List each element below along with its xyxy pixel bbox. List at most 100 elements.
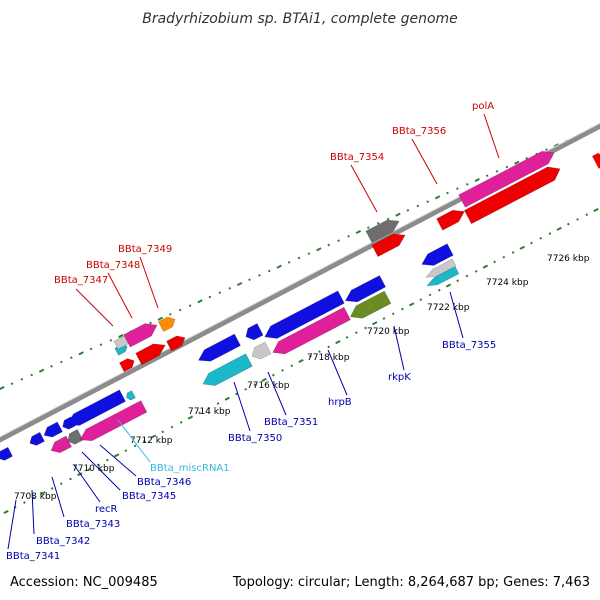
scale-tick: [434, 195, 441, 200]
scale-tick: [133, 444, 137, 448]
label-connector: [327, 349, 348, 396]
minus-feature-cyan[interactable]: [126, 390, 136, 401]
scale-tick: [556, 226, 562, 231]
label-bbta-7356[interactable]: BBta_7356: [392, 126, 446, 137]
minus-feature-blue[interactable]: [198, 333, 241, 362]
tick-label: 7712 kbp: [130, 436, 173, 446]
minus-feature-blue[interactable]: [29, 431, 45, 446]
plus-feature-red[interactable]: [135, 343, 166, 366]
label-rkpk[interactable]: rkpK: [388, 372, 411, 383]
scale-tick: [118, 333, 124, 339]
scale-tick: [208, 295, 212, 299]
scale-tick: [218, 291, 222, 295]
minus-feature-blue[interactable]: [0, 446, 13, 461]
scale-tick: [426, 200, 430, 204]
scale-tick: [465, 274, 469, 278]
scale-tick: [161, 430, 165, 434]
scale-tick: [281, 369, 284, 372]
scale-tick: [20, 377, 24, 381]
minus-feature-magenta[interactable]: [50, 435, 73, 454]
scale-tick: [495, 169, 499, 173]
scale-tick: [456, 279, 460, 283]
label-bbta-7354[interactable]: BBta_7354: [330, 152, 384, 163]
minus-feature-blue[interactable]: [421, 243, 454, 266]
scale-tick: [535, 152, 538, 156]
minus-feature-blue[interactable]: [43, 421, 63, 438]
scale-tick: [109, 338, 113, 342]
scale-tick: [10, 382, 14, 386]
plus-feature-red[interactable]: [119, 358, 135, 373]
scale-tick: [530, 241, 533, 245]
scale-tick: [0, 385, 5, 391]
scale-tick: [188, 304, 192, 308]
label-bbta-7347[interactable]: BBta_7347: [54, 275, 108, 286]
scale-tick: [386, 217, 390, 221]
label-bbta-7351[interactable]: BBta_7351: [264, 417, 318, 428]
plus-feature-red[interactable]: [371, 233, 406, 258]
plus-feature-red[interactable]: [166, 335, 186, 352]
scale-tick: [87, 468, 91, 471]
scale-track: 7708 kbp 7710 kbp 7712 kbp 7714 kbp 7716 kbp…: [0, 125, 599, 515]
scale-tick: [456, 187, 459, 191]
minus-feature-gray[interactable]: [67, 428, 84, 445]
minus-feature-blue[interactable]: [67, 389, 126, 426]
label-bbta-7348[interactable]: BBta_7348: [86, 260, 140, 271]
scale-tick: [168, 312, 172, 316]
scale-tick: [99, 343, 103, 347]
minus-feature-cyan[interactable]: [426, 266, 460, 287]
label-bbta-7341[interactable]: BBta_7341: [6, 551, 60, 562]
tick-label: 7710 kbp: [72, 464, 115, 474]
label-bbta-miscrna1[interactable]: BBta_miscRNA1: [150, 463, 230, 474]
scale-tick: [113, 453, 120, 458]
scale-tick: [261, 377, 267, 382]
label-bbta-7346[interactable]: BBta_7346: [137, 477, 191, 488]
scale-tick: [150, 434, 157, 439]
minus-feature-magenta[interactable]: [272, 306, 351, 355]
label-bbta-7343[interactable]: BBta_7343: [66, 519, 120, 530]
scale-tick: [474, 269, 478, 273]
scale-tick: [216, 402, 220, 405]
label-recr[interactable]: recR: [95, 504, 118, 515]
plus-feature-magenta[interactable]: [123, 323, 158, 348]
scale-tick: [354, 331, 358, 335]
label-connector: [99, 444, 137, 477]
scale-tick: [187, 415, 194, 420]
label-bbta-7349[interactable]: BBta_7349: [118, 244, 172, 255]
minus-feature-blue[interactable]: [344, 275, 387, 303]
minus-feature-olive[interactable]: [349, 290, 392, 319]
plus-feature-gray[interactable]: [365, 219, 400, 244]
scale-tick: [445, 283, 452, 288]
scale-tick: [406, 208, 410, 212]
scale-tick: [465, 182, 469, 186]
tick-label: 7724 kbp: [486, 278, 529, 288]
scale-tick: [40, 491, 46, 496]
label-pola[interactable]: polA: [472, 101, 494, 112]
scale-tick: [77, 472, 83, 477]
minus-feature-lightgray[interactable]: [251, 341, 272, 360]
scale-tick: [428, 293, 432, 297]
label-connector: [449, 291, 464, 339]
minus-feature-blue[interactable]: [264, 290, 345, 339]
plus-feature-magenta[interactable]: [458, 150, 555, 208]
minus-feature-blue[interactable]: [245, 323, 264, 341]
label-hrpb[interactable]: hrpB: [328, 397, 352, 408]
tick-label: 7722 kbp: [427, 303, 470, 313]
label-bbta-7345[interactable]: BBta_7345: [122, 491, 176, 502]
plus-feature-orange[interactable]: [157, 316, 176, 333]
minus-feature-lightgray[interactable]: [425, 258, 457, 278]
minus-feature-cyan[interactable]: [202, 353, 253, 386]
plus-feature-red[interactable]: [591, 152, 600, 169]
scale-tick: [106, 458, 109, 462]
scale-tick: [267, 269, 271, 273]
plus-feature-red[interactable]: [436, 209, 465, 231]
label-bbta-7342[interactable]: BBta_7342: [36, 536, 90, 547]
scale-tick: [327, 243, 331, 247]
label-connector: [393, 325, 405, 371]
scale-tick: [276, 264, 282, 269]
lower-dotted-guide: [3, 207, 599, 515]
minus-feature-magenta[interactable]: [79, 400, 148, 442]
plus-feature-red[interactable]: [463, 166, 561, 225]
scale-tick: [482, 264, 489, 269]
label-bbta-7355[interactable]: BBta_7355: [442, 340, 496, 351]
label-bbta-7350[interactable]: BBta_7350: [228, 433, 282, 444]
